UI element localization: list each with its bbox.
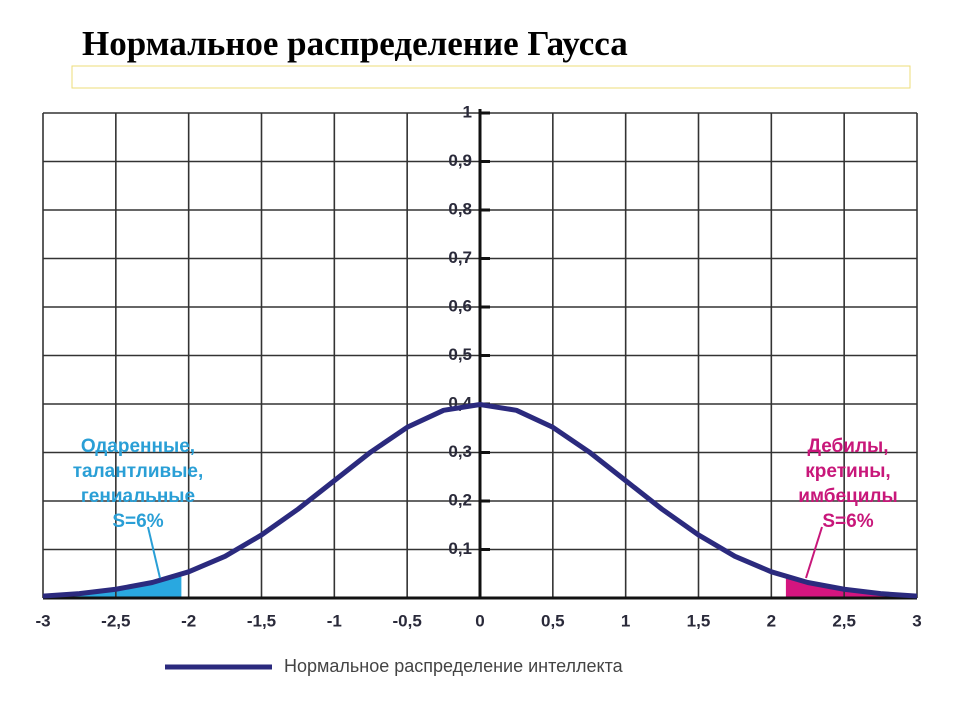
x-tick-label: -1 [327, 611, 342, 630]
annotation: талантливые, [73, 461, 204, 482]
x-tick-label: 3 [912, 611, 921, 630]
x-tick-label: 0 [475, 611, 484, 630]
x-tick-label: 1 [621, 611, 630, 630]
chart-title: Нормальное распределение Гаусса [82, 24, 628, 63]
annotation-pointer [147, 526, 161, 579]
y-tick-label: 0,8 [448, 199, 472, 218]
annotation: Дебилы, [807, 436, 888, 457]
shaded-region [785, 576, 917, 598]
x-tick-label: 1,5 [687, 611, 711, 630]
annotation: S=6% [822, 511, 873, 532]
legend-label: Нормальное распределение интеллекта [284, 656, 624, 676]
annotation: гениальные [81, 486, 195, 507]
y-tick-label: 1 [463, 102, 472, 121]
y-tick-label: 0,1 [448, 539, 472, 558]
x-tick-label: -2,5 [101, 611, 130, 630]
y-tick-label: 0,6 [448, 296, 472, 315]
annotation: имбецилы [798, 486, 897, 507]
annotation: Одаренные, [81, 436, 195, 457]
annotation: S=6% [112, 511, 163, 532]
y-tick-label: 0,5 [448, 345, 472, 364]
x-tick-label: -1,5 [247, 611, 276, 630]
x-tick-label: -0,5 [393, 611, 422, 630]
x-tick-label: 2 [767, 611, 776, 630]
curve [42, 401, 918, 599]
title-frame [71, 65, 911, 89]
annotation: кретины, [805, 461, 890, 482]
y-tick-label: 0,3 [448, 442, 472, 461]
y-tick-label: 0,9 [448, 151, 472, 170]
x-tick-label: -2 [181, 611, 196, 630]
shaded-region [43, 573, 182, 598]
y-tick-label: 0,7 [448, 248, 472, 267]
annotation-pointer [805, 526, 823, 579]
x-tick-label: -3 [35, 611, 50, 630]
x-tick-label: 0,5 [541, 611, 565, 630]
y-tick-label: 0,2 [448, 490, 472, 509]
x-tick-label: 2,5 [832, 611, 856, 630]
